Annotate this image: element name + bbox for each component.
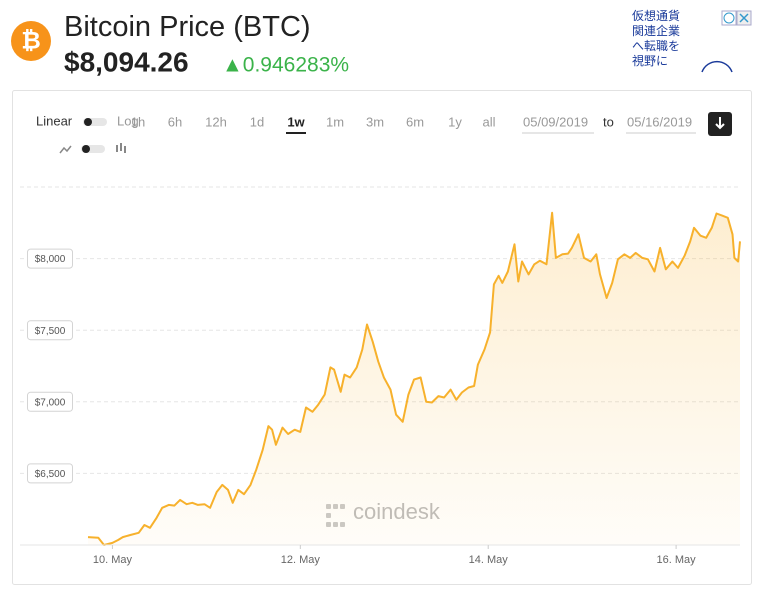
date-to[interactable]: 05/16/2019: [627, 114, 692, 129]
ticker: (BTC): [233, 11, 310, 43]
scale-log[interactable]: Log: [117, 113, 139, 128]
chart-style-toggle-knob: [82, 145, 90, 153]
date-from[interactable]: 05/09/2019: [523, 114, 588, 129]
x-tick-label: 12. May: [281, 554, 321, 566]
btc-icon: [11, 21, 51, 61]
line-chart-icon[interactable]: [59, 145, 72, 154]
x-tick-label: 14. May: [469, 554, 509, 566]
range-button[interactable]: 3m: [366, 114, 384, 129]
range-button[interactable]: 1y: [448, 114, 462, 129]
title: Bitcoin Price (BTC): [64, 11, 311, 43]
x-tick-label: 10. May: [93, 554, 133, 566]
range-button[interactable]: 1m: [326, 114, 344, 129]
price-line: [87, 211, 741, 546]
y-tick-label: $6,500: [35, 469, 66, 480]
y-tick-label: $7,500: [35, 326, 66, 337]
download-icon: [715, 117, 725, 130]
title-text: Bitcoin Price: [64, 11, 225, 43]
y-tick-box: [27, 391, 73, 412]
ad-line: 仮想通貨: [632, 8, 680, 23]
range-button[interactable]: all: [482, 114, 495, 129]
btc-icon-glyph: ₿: [21, 27, 41, 54]
date-to-label: to: [603, 114, 614, 129]
y-tick-box: [27, 320, 73, 341]
range-button[interactable]: 1d: [250, 114, 264, 129]
y-tick-label: $7,000: [35, 397, 66, 408]
range-button[interactable]: 1h: [131, 114, 145, 129]
candle-chart-icon[interactable]: [116, 143, 126, 153]
range-button[interactable]: 6h: [168, 114, 182, 129]
price: $8,094.26: [64, 46, 189, 77]
scale-linear[interactable]: Linear: [36, 113, 73, 128]
y-tick-box: [27, 248, 73, 269]
ad-line: へ転職を: [632, 39, 680, 53]
ad-line: 関連企業: [632, 23, 680, 38]
scale-toggle-knob: [84, 118, 92, 126]
range-buttons: 1h 6h 12h 1d 1w 1m 3m 6m 1y all: [131, 114, 496, 134]
y-tick-box: [27, 463, 73, 484]
range-button[interactable]: 12h: [205, 114, 227, 129]
x-tick-label: 16. May: [657, 554, 697, 566]
ad-circle: [701, 60, 733, 73]
ad-close-icon: [739, 13, 749, 23]
ad-info-icon: [723, 12, 735, 24]
price-change: ▲0.946283%: [222, 54, 349, 77]
range-button[interactable]: 6m: [406, 114, 424, 129]
price-area: [88, 212, 740, 546]
y-tick-label: $8,000: [35, 254, 66, 265]
range-button[interactable]: 1w: [287, 114, 305, 129]
ad-line: 視野に: [632, 53, 668, 68]
